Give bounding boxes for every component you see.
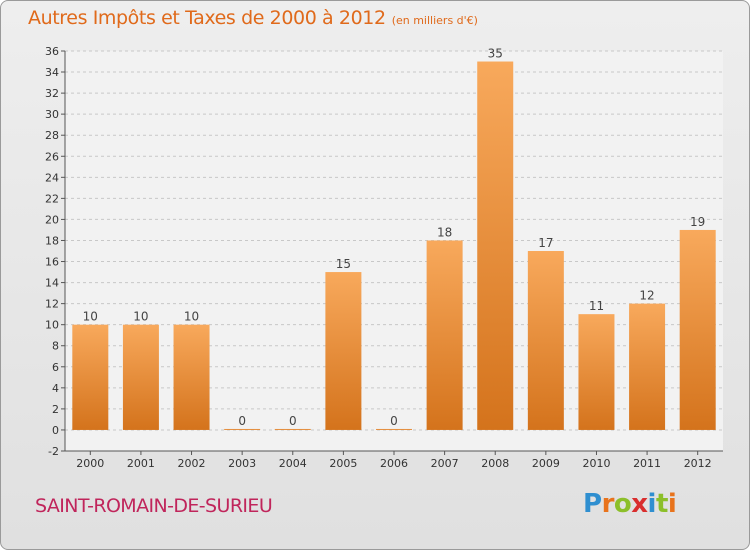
commune-name: SAINT-ROMAIN-DE-SURIEU — [35, 495, 273, 517]
y-tick-label: 30 — [45, 108, 59, 121]
bar — [426, 240, 463, 430]
x-tick-label: 2007 — [431, 457, 459, 470]
x-tick-label: 2010 — [582, 457, 610, 470]
x-tick-label: 2011 — [633, 457, 661, 470]
y-tick-label: 20 — [45, 213, 59, 226]
data-label: 10 — [133, 310, 148, 324]
data-label: 0 — [289, 414, 297, 428]
bar — [224, 428, 261, 430]
x-tick-label: 2009 — [532, 457, 560, 470]
y-tick-label: 2 — [52, 403, 59, 416]
data-label: 10 — [83, 310, 98, 324]
data-label: 18 — [437, 225, 452, 239]
x-tick-label: 2008 — [481, 457, 509, 470]
logo-letter: x — [631, 489, 648, 519]
y-tick-label: 36 — [45, 45, 59, 58]
y-tick-label: 22 — [45, 192, 59, 205]
x-tick-label: 2005 — [329, 457, 357, 470]
x-tick-label: 2004 — [279, 457, 307, 470]
y-tick-label: 34 — [45, 66, 59, 79]
logo-letter: o — [613, 489, 632, 519]
data-label: 17 — [538, 236, 553, 250]
logo-letter: P — [583, 489, 602, 519]
bar — [173, 324, 210, 430]
bar — [376, 428, 412, 430]
chart-title-text: Autres Impôts et Taxes de 2000 à 2012 — [28, 7, 386, 29]
bar — [274, 428, 311, 430]
y-tick-label: 10 — [45, 319, 59, 332]
logo-letter: r — [601, 489, 615, 519]
bar — [122, 324, 159, 430]
logo-letter: i — [667, 489, 677, 519]
bar — [629, 303, 666, 430]
y-tick-label: 24 — [45, 171, 59, 184]
logo-letter: t — [655, 489, 668, 519]
data-label: 0 — [390, 414, 398, 428]
y-tick-label: 0 — [52, 424, 59, 437]
y-tick-label: 6 — [52, 361, 59, 374]
data-label: 19 — [690, 215, 705, 229]
x-tick-label: 2001 — [127, 457, 155, 470]
x-tick-label: 2006 — [380, 457, 408, 470]
data-label: 10 — [184, 310, 199, 324]
data-label: 11 — [589, 299, 604, 313]
bar — [527, 251, 564, 430]
chart-title: Autres Impôts et Taxes de 2000 à 2012 (en… — [28, 7, 478, 29]
bar — [679, 229, 716, 430]
chart-subtitle: (en milliers d'€) — [391, 14, 478, 27]
y-tick-label: 14 — [45, 277, 59, 290]
plot-area — [65, 51, 723, 451]
logo-letter: i — [647, 489, 657, 519]
proxiti-logo: Proxiti — [583, 489, 677, 519]
bar — [72, 324, 109, 430]
bar — [578, 314, 615, 430]
y-tick-label: 26 — [45, 150, 59, 163]
data-label: 12 — [639, 289, 654, 303]
bar — [477, 61, 514, 430]
data-label: 35 — [488, 47, 503, 61]
y-tick-label: 18 — [45, 234, 59, 247]
y-tick-label: 16 — [45, 256, 59, 269]
x-tick-label: 2003 — [228, 457, 256, 470]
bar — [325, 272, 362, 430]
y-tick-label: 12 — [45, 298, 59, 311]
data-label: 0 — [238, 414, 246, 428]
y-tick-label: 28 — [45, 129, 59, 142]
y-tick-label: -2 — [48, 445, 59, 458]
x-tick-label: 2012 — [684, 457, 712, 470]
y-tick-label: 4 — [52, 382, 59, 395]
y-tick-label: 32 — [45, 87, 59, 100]
y-tick-label: 8 — [52, 340, 59, 353]
x-tick-label: 2002 — [178, 457, 206, 470]
x-tick-label: 2000 — [76, 457, 104, 470]
data-label: 15 — [336, 257, 351, 271]
